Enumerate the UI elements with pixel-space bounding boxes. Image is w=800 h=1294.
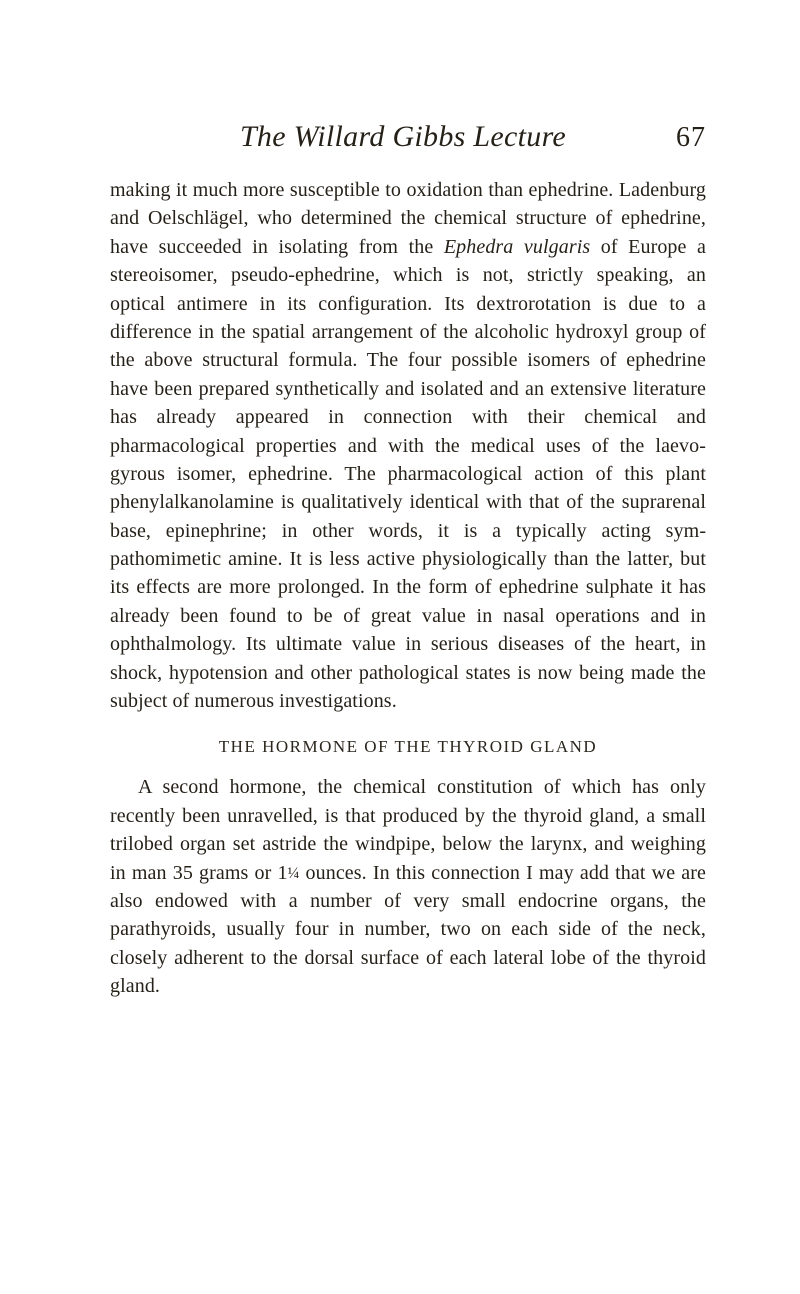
running-head: The Willard Gibbs Lecture 67 [110, 120, 706, 154]
body-paragraph-1: making it much more susceptible to oxida… [110, 176, 706, 715]
body-paragraph-2: A second hormone, the chemical constitut… [110, 773, 706, 1000]
fraction-one-quarter: ¼ [288, 865, 300, 882]
species-name-italic: Ephedra vulgaris [444, 236, 590, 258]
page-number: 67 [676, 122, 706, 154]
running-title: The Willard Gibbs Lecture [110, 120, 648, 154]
section-heading: THE HORMONE OF THE THYROID GLAND [110, 737, 706, 757]
book-page: The Willard Gibbs Lecture 67 making it m… [0, 0, 800, 1294]
para1-post-italic: of Europe a stereo­isomer, pseudo-ephedr… [110, 236, 706, 712]
